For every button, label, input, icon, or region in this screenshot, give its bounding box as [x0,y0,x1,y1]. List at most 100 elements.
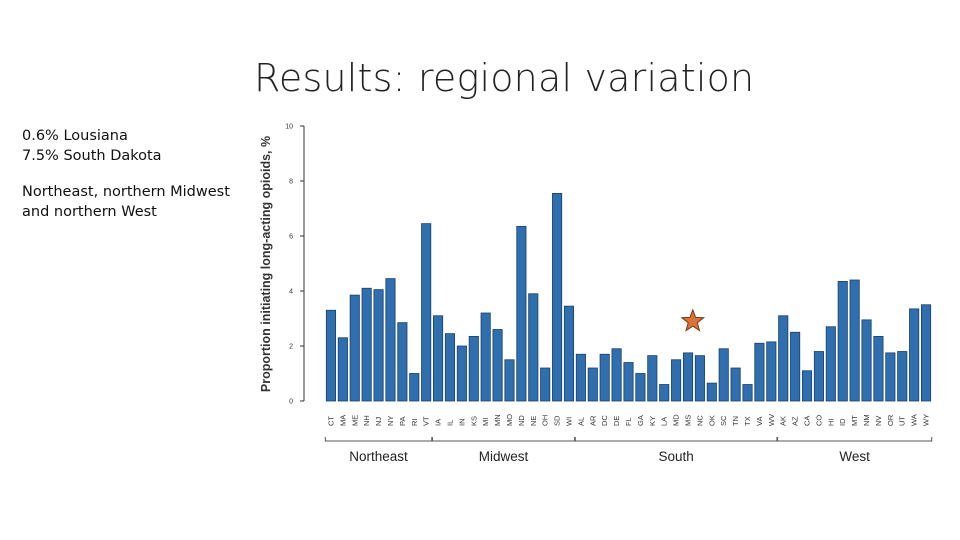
bar-de [611,348,622,402]
bar-dc [599,353,610,402]
chart-bars [325,192,932,402]
x-tick-label: MD [672,414,681,426]
bar-ut [897,351,908,402]
bar-ky [647,355,658,402]
x-tick-label: MT [850,415,859,426]
bar-ks [468,335,479,402]
x-tick-label: MO [505,414,514,426]
x-tick-label: PA [398,417,407,426]
star-marker [680,308,706,332]
x-tick-label: MI [481,418,490,426]
y-tick-label: 6 [289,234,293,241]
bar-ia [433,315,444,402]
y-tick-label: 8 [289,179,293,186]
x-tick-label: TX [743,416,752,426]
bar-ak [778,315,789,402]
x-tick-label: MS [684,415,693,426]
bar-ga [635,373,646,402]
bar-ms [682,352,694,402]
x-tick-label: CO [814,415,823,426]
bar-ny [385,278,396,402]
bar-va [754,342,765,402]
bar-ca [801,370,813,402]
bar-vt [421,223,432,402]
bar-sd [552,192,563,402]
x-tick-label: CA [803,416,812,426]
bar-pa [397,322,408,402]
bar-hi [825,326,836,402]
bar-la [659,384,670,402]
bar-in [456,345,467,402]
x-tick-label: ID [838,418,847,426]
x-tick-label: AR [588,415,597,426]
y-tick-label: 10 [285,124,293,131]
bar-nd [516,225,527,402]
note-line-max: 7.5% South Dakota [22,148,162,164]
x-tick-label: VA [755,417,764,426]
y-tick-label: 2 [289,344,293,351]
x-tick-label: HI [826,419,835,427]
bar-al [575,353,586,402]
bar-id [837,280,848,402]
x-tick-label: NH [362,415,371,426]
x-tick-label: IN [457,419,466,427]
bar-wy [921,304,932,402]
region-bracket [324,437,433,442]
bar-mn [492,329,503,402]
x-tick-label: WY [922,414,931,426]
x-tick-label: FL [624,417,633,426]
bar-wv [766,341,777,402]
bar-ma [337,337,348,402]
bar-tx [742,384,753,402]
chart-axes: 0 2 4 6 8 10 Proportion initiating long-acting… [259,124,305,406]
bar-tn [730,367,741,402]
region-label-south: South [658,449,693,464]
bar-nh [361,287,372,402]
bar-ok [706,382,717,402]
bar-mi [480,312,491,402]
x-tick-label: NJ [374,417,383,426]
x-tick-label: NM [862,414,871,426]
bar-nc [694,355,705,402]
x-tick-label: MA [338,415,347,426]
notes-panel: 0.6% Lousiana 7.5% South Dakota Northeas… [22,126,252,222]
x-tick-label: OK [707,415,716,426]
bar-oh [540,367,551,402]
x-tick-label: IL [445,420,454,426]
x-tick-label: VT [422,416,431,426]
bar-fl [623,362,634,402]
bar-wi [563,305,575,402]
x-tick-label: RI [410,419,419,427]
x-tick-label: UT [898,416,907,426]
x-tick-label: IA [434,419,443,426]
x-tick-label: OR [886,414,895,426]
chart-annotations [680,308,706,332]
bar-ri [409,373,420,402]
x-tick-label: WA [910,414,919,426]
x-tick-label: ME [350,415,359,426]
region-bracket [431,437,576,442]
bar-ne [528,293,539,402]
note-line-min: 0.6% Lousiana [22,128,128,144]
chart-x-tick-labels: CT MA ME NH NJ NY PA RI VT IA IL IN KS MI MN MO ND NE OH SD… [326,414,930,426]
x-tick-label: MN [493,414,502,426]
bar-il [444,333,456,402]
bar-sc [718,348,729,402]
x-tick-label: KS [469,416,478,426]
x-tick-label: WV [767,414,776,426]
region-label-west: West [839,449,870,464]
x-tick-label: CT [326,416,335,426]
x-tick-label: NE [529,416,538,426]
y-tick-label: 4 [289,289,293,296]
x-tick-label: WI [564,417,573,426]
region-label-northeast: Northeast [349,449,408,464]
x-tick-label: SC [719,415,728,426]
y-axis-title: Proportion initiating long-acting opioid… [259,136,273,392]
x-tick-label: LA [660,417,669,426]
bar-az [790,331,801,402]
region-label-midwest: Midwest [479,449,529,464]
bar-co [813,351,824,402]
x-tick-label: KY [648,416,657,426]
bar-or [885,352,896,402]
x-tick-label: OH [541,415,550,426]
